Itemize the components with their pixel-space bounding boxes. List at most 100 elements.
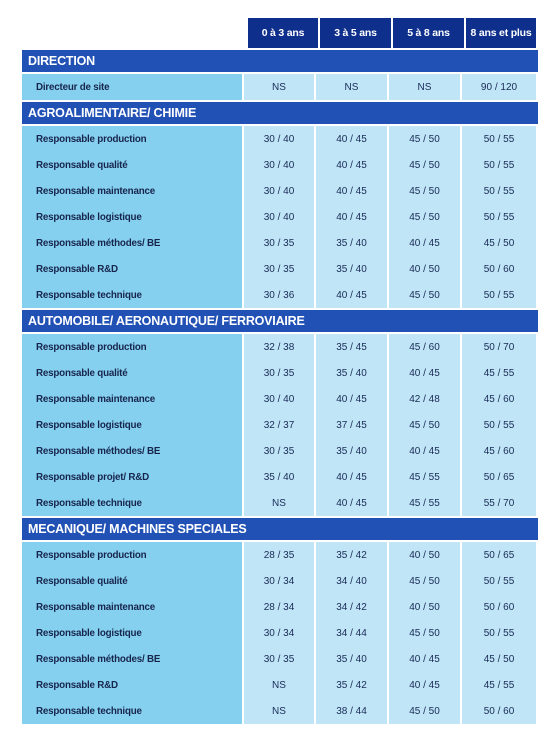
salary-cell: 40 / 50 <box>389 542 462 568</box>
table-row: Responsable technique NS 38 / 44 45 / 50 50 … <box>22 698 538 724</box>
row-label: Responsable qualité <box>22 360 244 386</box>
salary-cell: 40 / 45 <box>316 204 389 230</box>
table-row: Responsable qualité 30 / 40 40 / 45 45 / 50… <box>22 152 538 178</box>
salary-cell: 38 / 44 <box>316 698 389 724</box>
salary-cell: 50 / 65 <box>462 464 536 490</box>
column-header-0-3: 0 à 3 ans <box>248 18 318 48</box>
salary-cell: 42 / 48 <box>389 386 462 412</box>
row-label: Responsable méthodes/ BE <box>22 438 244 464</box>
salary-cell: 30 / 35 <box>244 646 316 672</box>
salary-cell: 45 / 60 <box>389 334 462 360</box>
salary-cell: 30 / 40 <box>244 152 316 178</box>
salary-cell: 50 / 55 <box>462 126 536 152</box>
salary-cell: 40 / 45 <box>316 126 389 152</box>
salary-cell: 50 / 60 <box>462 594 536 620</box>
row-label: Responsable logistique <box>22 204 244 230</box>
salary-cell: 40 / 50 <box>389 594 462 620</box>
salary-cell: 32 / 38 <box>244 334 316 360</box>
section-block: DIRECTION Directeur de site NS NS NS 90 / 120 <box>22 50 538 100</box>
salary-cell: NS <box>244 672 316 698</box>
salary-cell: 45 / 55 <box>462 672 536 698</box>
table-row: Responsable méthodes/ BE 30 / 35 35 / 40 40… <box>22 438 538 464</box>
table-row: Responsable R&D NS 35 / 42 40 / 45 45 / 55 <box>22 672 538 698</box>
salary-cell: 45 / 50 <box>389 620 462 646</box>
salary-cell: 45 / 50 <box>389 178 462 204</box>
salary-cell: 40 / 45 <box>389 438 462 464</box>
row-label: Responsable méthodes/ BE <box>22 646 244 672</box>
salary-cell: 90 / 120 <box>462 74 536 100</box>
section-title: AGROALIMENTAIRE/ CHIMIE <box>28 106 197 120</box>
row-label: Responsable logistique <box>22 412 244 438</box>
table-row: Responsable production 28 / 35 35 / 42 40 /… <box>22 542 538 568</box>
section-header: DIRECTION <box>22 50 538 72</box>
salary-cell: 35 / 40 <box>244 464 316 490</box>
table-row: Responsable logistique 30 / 34 34 / 44 45 /… <box>22 620 538 646</box>
salary-cell: NS <box>316 74 389 100</box>
salary-cell: 50 / 55 <box>462 568 536 594</box>
salary-cell: 45 / 50 <box>389 568 462 594</box>
row-label: Responsable R&D <box>22 672 244 698</box>
column-header-3-5: 3 à 5 ans <box>320 18 391 48</box>
salary-cell: 40 / 50 <box>389 256 462 282</box>
section-title: DIRECTION <box>28 54 95 68</box>
salary-cell: 40 / 45 <box>389 360 462 386</box>
section-block: MECANIQUE/ MACHINES SPECIALES Responsable… <box>22 518 538 724</box>
salary-cell: 30 / 40 <box>244 386 316 412</box>
salary-cell: 45 / 50 <box>389 412 462 438</box>
column-header-row: 0 à 3 ans 3 à 5 ans 5 à 8 ans 8 ans et p… <box>22 18 538 48</box>
salary-cell: 40 / 45 <box>389 646 462 672</box>
row-label: Responsable maintenance <box>22 178 244 204</box>
salary-cell: 34 / 40 <box>316 568 389 594</box>
salary-cell: 30 / 40 <box>244 204 316 230</box>
salary-table: 0 à 3 ans 3 à 5 ans 5 à 8 ans 8 ans et p… <box>22 18 538 726</box>
section-title: AUTOMOBILE/ AERONAUTIQUE/ FERROVIAIRE <box>28 314 305 328</box>
salary-cell: 30 / 36 <box>244 282 316 308</box>
header-spacer <box>22 18 246 48</box>
salary-cell: 30 / 34 <box>244 620 316 646</box>
salary-cell: 50 / 55 <box>462 620 536 646</box>
salary-cell: 45 / 55 <box>462 360 536 386</box>
salary-cell: 45 / 50 <box>389 698 462 724</box>
salary-cell: 45 / 50 <box>389 204 462 230</box>
table-row: Directeur de site NS NS NS 90 / 120 <box>22 74 538 100</box>
salary-cell: 45 / 55 <box>389 490 462 516</box>
salary-cell: 40 / 45 <box>316 282 389 308</box>
table-row: Responsable méthodes/ BE 30 / 35 35 / 40 40… <box>22 230 538 256</box>
salary-cell: NS <box>244 490 316 516</box>
salary-cell: 35 / 40 <box>316 438 389 464</box>
table-row: Responsable logistique 32 / 37 37 / 45 45 /… <box>22 412 538 438</box>
section-title: MECANIQUE/ MACHINES SPECIALES <box>28 522 247 536</box>
salary-cell: 35 / 40 <box>316 360 389 386</box>
salary-cell: 40 / 45 <box>316 386 389 412</box>
salary-cell: 45 / 60 <box>462 386 536 412</box>
row-label: Responsable qualité <box>22 152 244 178</box>
table-row: Responsable technique 30 / 36 40 / 45 45 / … <box>22 282 538 308</box>
salary-cell: 50 / 60 <box>462 256 536 282</box>
salary-cell: 35 / 42 <box>316 672 389 698</box>
salary-cell: 50 / 55 <box>462 412 536 438</box>
table-row: Responsable qualité 30 / 34 34 / 40 45 / 50… <box>22 568 538 594</box>
salary-cell: 45 / 60 <box>462 438 536 464</box>
row-label: Responsable production <box>22 542 244 568</box>
salary-cell: 40 / 45 <box>316 152 389 178</box>
salary-cell: 30 / 35 <box>244 230 316 256</box>
salary-cell: 45 / 50 <box>462 230 536 256</box>
row-label: Responsable technique <box>22 490 244 516</box>
salary-cell: 50 / 55 <box>462 178 536 204</box>
section-header: MECANIQUE/ MACHINES SPECIALES <box>22 518 538 540</box>
salary-cell: 40 / 45 <box>389 672 462 698</box>
salary-cell: 40 / 45 <box>316 178 389 204</box>
table-row: Responsable maintenance 28 / 34 34 / 42 40 … <box>22 594 538 620</box>
salary-cell: 45 / 50 <box>389 126 462 152</box>
table-row: Responsable maintenance 30 / 40 40 / 45 42 … <box>22 386 538 412</box>
column-header-5-8: 5 à 8 ans <box>393 18 464 48</box>
salary-cell: 50 / 70 <box>462 334 536 360</box>
table-body: DIRECTION Directeur de site NS NS NS 90 / 120… <box>22 50 538 724</box>
row-label: Responsable logistique <box>22 620 244 646</box>
salary-cell: 30 / 35 <box>244 256 316 282</box>
salary-cell: NS <box>244 698 316 724</box>
table-row: Responsable R&D 30 / 35 35 / 40 40 / 50 50 /… <box>22 256 538 282</box>
row-label: Responsable technique <box>22 282 244 308</box>
salary-cell: 55 / 70 <box>462 490 536 516</box>
section-block: AGROALIMENTAIRE/ CHIMIE Responsable produ… <box>22 102 538 308</box>
